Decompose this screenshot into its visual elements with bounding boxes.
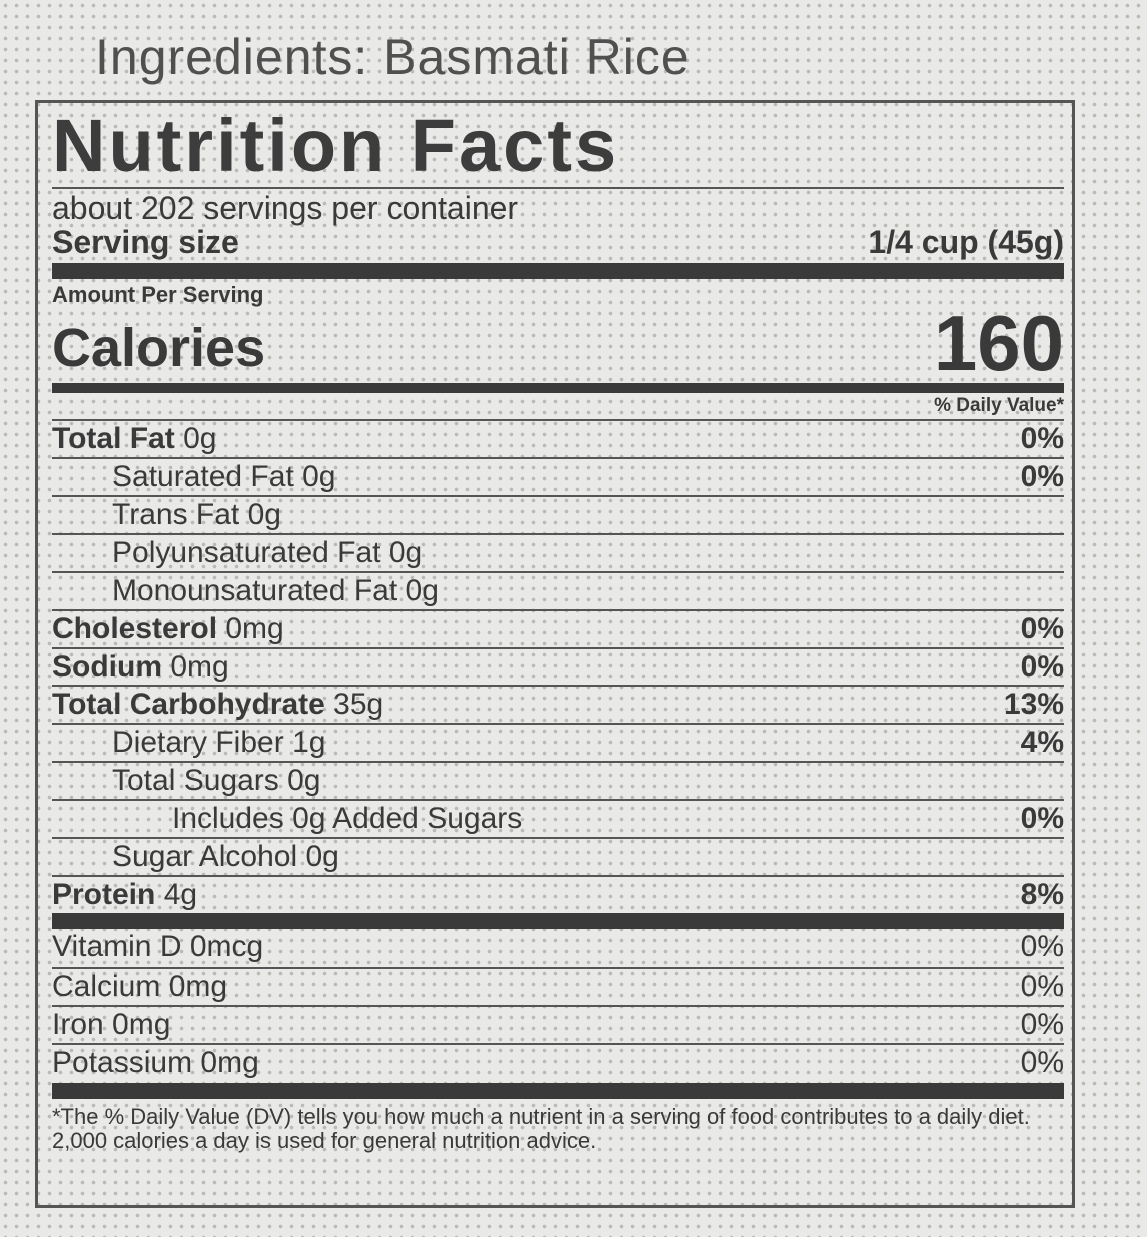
nutrient-amount: 0mg: [170, 650, 229, 683]
vitamin-name: Calcium 0mg: [52, 970, 228, 1003]
divider: [52, 187, 1064, 189]
nutrient-name: Protein 4g: [52, 877, 197, 913]
nutrient-name: Dietary Fiber 1g: [112, 725, 325, 761]
vitamin-name: Vitamin D 0mcg: [52, 930, 264, 963]
daily-value-header: % Daily Value*: [934, 395, 1064, 416]
nutrient-row: Polyunsaturated Fat 0g: [52, 533, 1064, 571]
nutrient-row: Vitamin D 0mcg 0%: [52, 929, 1064, 967]
nutrient-dv: 8%: [1020, 878, 1064, 911]
nutrient-label: Cholesterol: [52, 612, 218, 645]
nutrient-amount: 4g: [163, 878, 198, 911]
nutrient-row: Monounsaturated Fat 0g: [52, 571, 1064, 609]
nutrient-dv: 0%: [1020, 460, 1064, 493]
nutrient-name: Saturated Fat 0g: [112, 459, 336, 495]
nutrient-row: Includes 0g Added Sugars 0%: [52, 799, 1064, 837]
nutrient-label: Sodium: [52, 650, 162, 683]
nutrient-row: Total Sugars 0g: [52, 761, 1064, 799]
thick-divider: [52, 263, 1064, 279]
vitamin-dv: 0%: [1020, 970, 1064, 1003]
nutrient-amount: 0g: [287, 764, 321, 797]
nutrient-dv: 0%: [1020, 612, 1064, 645]
thick-divider: [52, 913, 1064, 929]
nutrient-amount: 0mg: [225, 612, 284, 645]
nutrient-label: Sugar Alcohol: [112, 840, 298, 873]
nutrient-dv: 13%: [1003, 688, 1064, 721]
nutrient-dv: 0%: [1020, 802, 1064, 835]
serving-size-label: Serving size: [52, 224, 239, 260]
nutrient-row: Trans Fat 0g: [52, 495, 1064, 533]
nutrient-amount: 0g: [388, 536, 423, 569]
nutrient-row: Potassium 0mg 0%: [52, 1043, 1064, 1081]
nutrient-name: Total Sugars 0g: [112, 763, 320, 799]
nutrient-label: Total Carbohydrate: [52, 688, 325, 721]
nutrient-label: Includes 0g Added Sugars: [172, 802, 523, 835]
vitamin-list: Vitamin D 0mcg 0% Calcium 0mg 0% Iron 0mg 0% P…: [52, 929, 1064, 1081]
nutrient-name: Cholesterol 0mg: [52, 611, 284, 647]
nutrient-amount: 0g: [405, 574, 439, 607]
nutrient-label: Protein: [52, 878, 156, 911]
servings-per-container: about 202 servings per container: [52, 190, 519, 226]
nutrient-name: Includes 0g Added Sugars: [172, 801, 522, 837]
vitamin-name: Iron 0mg: [52, 1008, 171, 1041]
nutrient-row: Dietary Fiber 1g 4%: [52, 723, 1064, 761]
nutrient-row: Iron 0mg 0%: [52, 1005, 1064, 1043]
footnote: *The % Daily Value (DV) tells you how mu…: [52, 1104, 1030, 1153]
nutrient-dv: 4%: [1020, 726, 1064, 759]
nutrient-name: Monounsaturated Fat 0g: [112, 573, 439, 609]
nutrient-amount: 1g: [292, 726, 326, 759]
nutrient-name: Total Fat 0g: [52, 421, 217, 457]
nutrient-row: Saturated Fat 0g 0%: [52, 457, 1064, 495]
vitamin-dv: 0%: [1020, 1008, 1064, 1041]
nutrient-row: Total Carbohydrate 35g 13%: [52, 685, 1064, 723]
nutrient-row: Sodium 0mg 0%: [52, 647, 1064, 685]
vitamin-dv: 0%: [1020, 930, 1064, 963]
nutrient-name: Sugar Alcohol 0g: [112, 839, 339, 875]
nutrient-row: Calcium 0mg 0%: [52, 967, 1064, 1005]
nutrient-name: Trans Fat 0g: [112, 497, 281, 533]
nutrient-label: Total Sugars: [112, 764, 279, 797]
vitamin-name: Potassium 0mg: [52, 1046, 259, 1079]
medium-divider: [52, 383, 1064, 393]
nutrient-name: Total Carbohydrate 35g: [52, 687, 383, 723]
calories-value: 160: [933, 299, 1064, 387]
nutrient-row: Cholesterol 0mg 0%: [52, 609, 1064, 647]
nutrient-label: Total Fat: [52, 422, 175, 455]
nutrient-amount: 0g: [302, 460, 336, 493]
nutrient-label: Dietary Fiber: [112, 726, 284, 759]
nutrient-label: Saturated Fat: [112, 460, 294, 493]
nutrient-amount: 0g: [305, 840, 339, 873]
nutrient-row: Sugar Alcohol 0g: [52, 837, 1064, 875]
calories-label: Calories: [52, 318, 266, 378]
serving-size: Serving size 1/4 cup (45g): [52, 225, 1064, 259]
serving-size-value: 1/4 cup (45g): [868, 224, 1064, 260]
vitamin-dv: 0%: [1020, 1046, 1064, 1079]
thick-divider: [52, 1083, 1064, 1099]
nutrient-row: Protein 4g 8%: [52, 875, 1064, 913]
ingredients-text: Ingredients: Basmati Rice: [95, 29, 690, 85]
nutrient-label: Monounsaturated Fat: [112, 574, 398, 607]
nutrient-amount: 35g: [333, 688, 384, 721]
nutrient-label: Trans Fat: [112, 498, 240, 531]
nutrient-dv: 0%: [1020, 650, 1064, 683]
nutrient-dv: 0%: [1020, 422, 1064, 455]
nutrient-row: Total Fat 0g 0%: [52, 419, 1064, 457]
nutrition-facts-label: Nutrition Facts about 202 servings per c…: [35, 100, 1075, 1208]
nutrient-amount: 0g: [247, 498, 281, 531]
nutrient-list: Total Fat 0g 0% Saturated Fat 0g 0% Trans Fa…: [52, 419, 1064, 913]
nutrient-amount: 0g: [183, 422, 217, 455]
nutrient-label: Polyunsaturated Fat: [112, 536, 381, 569]
amount-per-serving: Amount Per Serving: [52, 282, 264, 307]
nutrient-name: Polyunsaturated Fat 0g: [112, 535, 422, 571]
nutrient-name: Sodium 0mg: [52, 649, 229, 685]
calories-row: Calories 160: [52, 299, 1064, 387]
label-title: Nutrition Facts: [52, 104, 620, 187]
